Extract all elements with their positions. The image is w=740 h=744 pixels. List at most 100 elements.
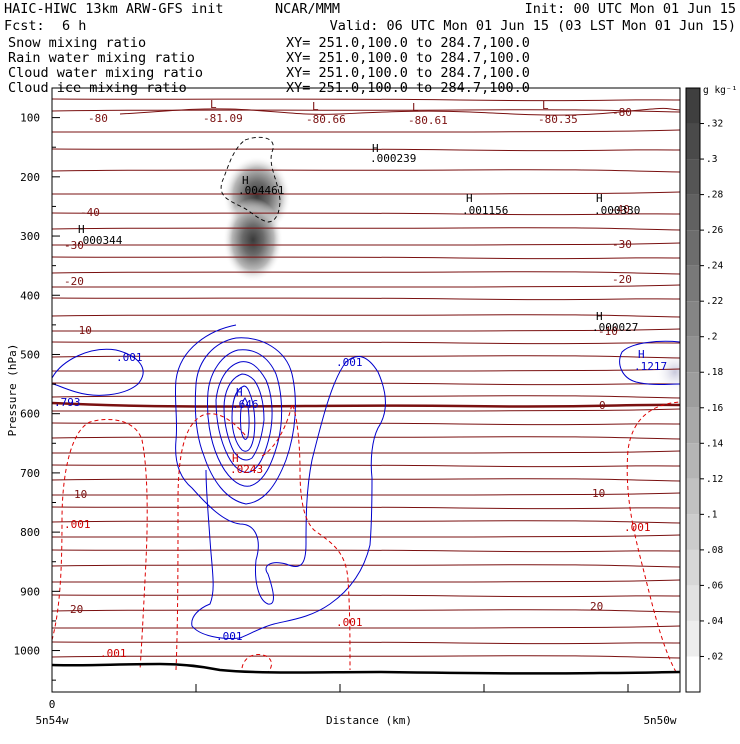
y-tick-label: 300 xyxy=(20,230,40,243)
temperature-min-value: -80.66 xyxy=(306,113,346,126)
colorbar-swatch xyxy=(686,230,700,266)
colorbar-swatch xyxy=(686,585,700,621)
y-tick-label: 100 xyxy=(20,112,40,125)
cloud-water-contour-4 xyxy=(215,361,273,473)
rain-label: .001 xyxy=(64,518,91,531)
cloud-water-contour-outer xyxy=(174,324,386,639)
isotherm-line xyxy=(52,355,680,359)
cloud-water-contour-5 xyxy=(223,373,265,461)
temperature-label: -20 xyxy=(612,273,632,286)
rain-contour-small xyxy=(241,654,272,673)
colorbar-swatch xyxy=(686,407,700,444)
isotherm-line xyxy=(52,436,680,440)
temperature-label: 0 xyxy=(599,399,606,412)
forecast-hour: 6 h xyxy=(62,18,86,34)
field-name-0: Snow mixing ratio xyxy=(8,35,146,51)
colorbar-level-label: .04 xyxy=(706,616,723,627)
colorbar-swatch xyxy=(686,514,700,550)
ice-max-marker: H xyxy=(596,192,603,205)
field-xy-2: XY= 251.0,100.0 to 284.7,100.0 xyxy=(286,65,530,81)
isotherm-80-line xyxy=(119,107,680,116)
isotherm-line xyxy=(52,655,680,659)
colorbar-swatch xyxy=(686,656,700,692)
isotherm-line xyxy=(52,579,680,584)
isotherm-line xyxy=(52,328,680,333)
valid-time: Valid: 06 UTC Mon 01 Jun 15 (03 LST Mon … xyxy=(330,18,736,34)
temperature-min-marker: L xyxy=(312,100,319,113)
temperature-min-value: -80.61 xyxy=(408,114,448,127)
colorbar-swatch xyxy=(686,443,700,479)
colorbar-level-label: .02 xyxy=(706,651,723,662)
isotherm-line xyxy=(52,129,680,134)
colorbar-frame xyxy=(685,87,701,693)
colorbar-swatch xyxy=(686,620,700,657)
isotherm-line xyxy=(52,594,680,598)
colorbar-swatch xyxy=(686,194,700,231)
temperature-label: -40 xyxy=(80,206,100,219)
field-name-2: Cloud water mixing ratio xyxy=(8,65,203,81)
temperature-label: 20 xyxy=(70,603,83,616)
isotherm-line xyxy=(52,520,680,524)
isotherm-line xyxy=(52,564,680,568)
y-tick-label: 500 xyxy=(20,348,40,361)
temperature-label: -80 xyxy=(88,112,108,125)
snow-shading-lower xyxy=(223,198,283,282)
isotherm-line xyxy=(52,464,680,468)
colorbar-level-label: .1 xyxy=(706,509,718,520)
temperature-min-value: -80.35 xyxy=(538,113,578,126)
isotherm-line xyxy=(52,169,680,173)
temperature-min-marker: L xyxy=(412,101,419,114)
ice-max-marker: H xyxy=(372,142,379,155)
contour-labels: -80 -40 -30 -20 -10 0 10 10 20 20 -80 -40 -30 -20 -10 L… xyxy=(54,98,667,660)
y-axis-title: Pressure (hPa) xyxy=(6,344,19,437)
x-end-label: 5n50w xyxy=(643,714,676,727)
colorbar-level-label: .22 xyxy=(706,296,723,307)
colorbar-swatch xyxy=(686,88,700,124)
snow-max-value: .004461 xyxy=(238,184,284,197)
temperature-label: -80 xyxy=(612,106,632,119)
cloud-water-contours xyxy=(52,324,680,639)
y-tick-label: 1000 xyxy=(14,645,41,658)
ice-max-value: .001156 xyxy=(462,204,508,217)
isotherm-line xyxy=(52,368,680,373)
isotherm-line xyxy=(52,212,680,216)
cloud-water-max-marker: H xyxy=(638,348,645,361)
cloud-water-contour-3 xyxy=(207,349,283,487)
isotherm-line xyxy=(52,341,680,345)
colorbar-swatch xyxy=(686,478,700,515)
ice-max-marker: H xyxy=(596,310,603,323)
center-label: NCAR/MMM xyxy=(275,1,340,17)
colorbar-level-label: .14 xyxy=(706,438,723,449)
colorbar-swatch xyxy=(686,372,700,408)
colorbar-swatch xyxy=(686,159,700,195)
ice-max-value: .000344 xyxy=(76,234,123,247)
init-time: Init: 00 UTC Mon 01 Jun 15 xyxy=(525,1,736,17)
isotherm-line xyxy=(52,534,680,539)
x-origin-label: 0 xyxy=(49,698,56,711)
colorbar: .02 .04 .06 .08 .1 .12 .14 .16 .18 .2 .22 .24 .26 .28… xyxy=(685,87,723,693)
y-tick-label: 400 xyxy=(20,289,40,302)
temperature-min-marker: L xyxy=(542,99,549,112)
colorbar-level-label: .24 xyxy=(706,261,723,272)
temperature-label: -10 xyxy=(598,325,618,338)
isotherm-line xyxy=(52,314,680,318)
field-name-1: Rain water mixing ratio xyxy=(8,50,195,66)
y-tick-label: 900 xyxy=(20,585,40,598)
temperature-label: -40 xyxy=(610,203,630,216)
temperature-label: -30 xyxy=(64,239,84,252)
ice-max-marker: H xyxy=(466,192,473,205)
cloud-water-max-value: .646 xyxy=(232,398,259,411)
isotherm-line xyxy=(52,284,680,289)
temperature-label: -20 xyxy=(64,275,84,288)
isotherm-line xyxy=(52,492,680,497)
temperature-label: 10 xyxy=(592,487,605,500)
isotherm-line xyxy=(52,625,680,630)
plot-frame xyxy=(51,87,681,693)
ice-max-marker: H xyxy=(78,223,85,236)
ice-max-value: .000330 xyxy=(594,204,640,217)
isotherm-line xyxy=(52,641,680,645)
rain-contour-center xyxy=(175,413,247,671)
colorbar-level-label: .32 xyxy=(706,119,723,130)
